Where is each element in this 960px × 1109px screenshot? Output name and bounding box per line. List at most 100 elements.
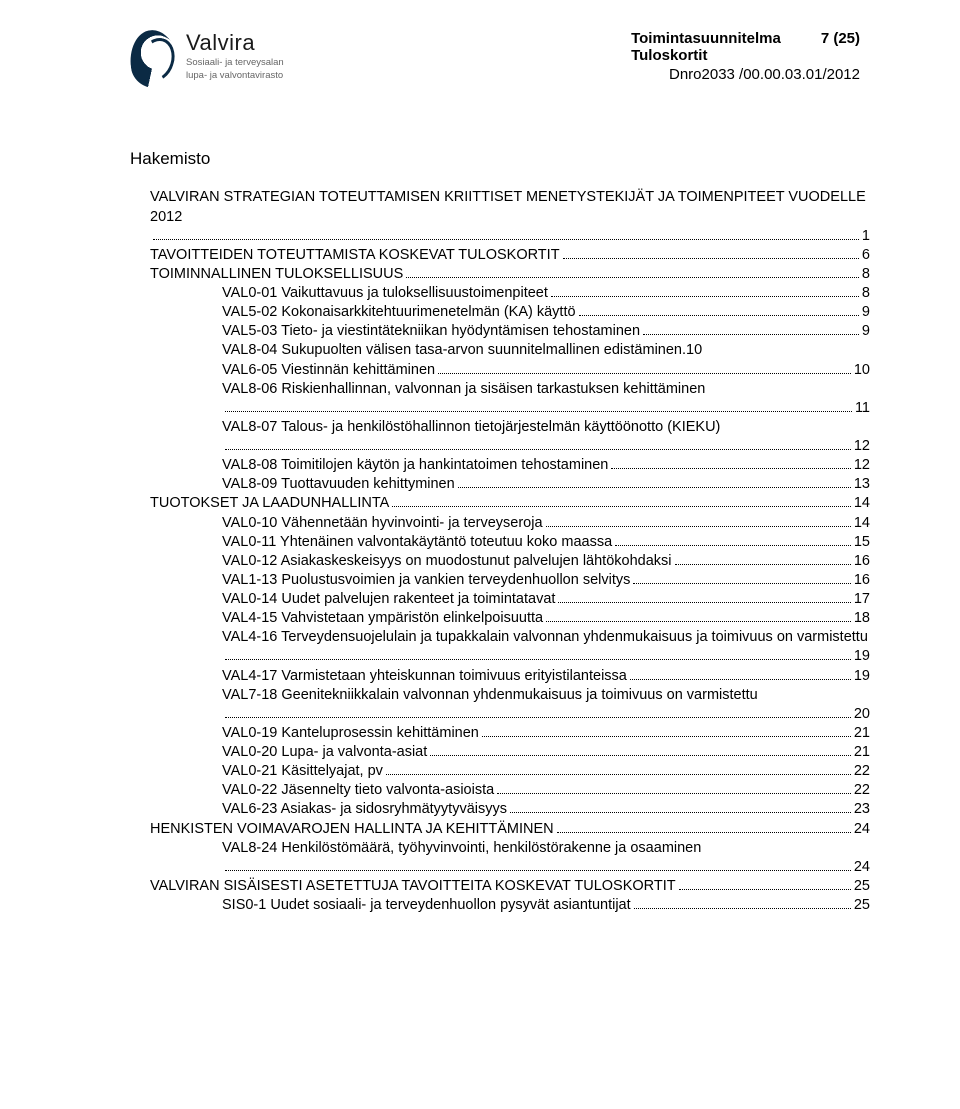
toc-entry-text: HENKISTEN VOIMAVAROJEN HALLINTA JA KEHIT… <box>150 820 554 839</box>
toc-entry: VAL6-23 Asiakas- ja sidosryhmätyytyväisy… <box>222 800 870 819</box>
toc-leader-dots <box>558 602 850 603</box>
valvira-logo-icon <box>126 27 182 91</box>
toc-page-number: 25 <box>854 896 870 915</box>
toc-entry: VAL1-13 Puolustusvoimien ja vankien terv… <box>222 571 870 590</box>
toc-page-number: 25 <box>854 877 870 896</box>
toc-leader-dots <box>225 717 851 718</box>
toc-entry-tail: 1 <box>150 227 870 246</box>
toc-page-number: 18 <box>854 609 870 628</box>
toc-heading: Hakemisto <box>130 148 870 170</box>
toc-entry-text: VAL4-16 Terveydensuojelulain ja tupakkal… <box>222 628 870 647</box>
toc-entry-text: VAL5-03 Tieto- ja viestintätekniikan hyö… <box>222 322 640 341</box>
toc-leader-dots <box>392 506 851 507</box>
toc-leader-dots <box>430 755 851 756</box>
toc-leader-dots <box>497 793 851 794</box>
toc-page-number: 24 <box>854 858 870 877</box>
toc-entry: VAL0-10 Vähennetään hyvinvointi- ja terv… <box>222 514 870 533</box>
toc-entry: VAL4-17 Varmistetaan yhteiskunnan toimiv… <box>222 667 870 686</box>
toc-page-number: 11 <box>855 399 870 418</box>
toc-page-number: 8 <box>862 284 870 303</box>
toc-leader-dots <box>633 583 850 584</box>
toc-entry: VAL8-08 Toimitilojen käytön ja hankintat… <box>222 456 870 475</box>
toc-entry-text: VAL6-23 Asiakas- ja sidosryhmätyytyväisy… <box>222 800 507 819</box>
toc-leader-dots <box>153 239 859 240</box>
toc-leader-dots <box>510 812 851 813</box>
doc-title-1: Toimintasuunnitelma <box>631 30 781 47</box>
toc-page-number: 12 <box>854 456 870 475</box>
toc-leader-dots <box>579 315 859 316</box>
toc-entry-text: VAL0-21 Käsittelyajat, pv <box>222 762 383 781</box>
toc-leader-dots <box>630 679 851 680</box>
toc-leader-dots <box>557 832 851 833</box>
toc-leader-dots <box>225 870 851 871</box>
toc-entry-tail: 24 <box>222 858 870 877</box>
toc-page-number: 9 <box>862 322 870 341</box>
toc-leader-dots <box>615 545 851 546</box>
toc-entry-tail: 12 <box>222 437 870 456</box>
doc-dnro: Dnro2033 /00.00.03.01/2012 <box>631 66 860 83</box>
toc-entry: VAL0-01 Vaikuttavuus ja tuloksellisuusto… <box>222 284 870 303</box>
toc-entry: VAL0-20 Lupa- ja valvonta-asiat21 <box>222 743 870 762</box>
toc-leader-dots <box>546 621 851 622</box>
toc-leader-dots <box>546 526 851 527</box>
toc-entry: TOIMINNALLINEN TULOKSELLISUUS8 <box>150 265 870 284</box>
toc-page-number: 8 <box>862 265 870 284</box>
page-indicator: 7 (25) <box>821 30 860 47</box>
toc-page-number: 19 <box>854 647 870 666</box>
toc-page-number: 19 <box>854 667 870 686</box>
toc-leader-dots <box>643 334 859 335</box>
toc-entry: VAL0-19 Kanteluprosessin kehittäminen21 <box>222 724 870 743</box>
toc-entry-text: VAL1-13 Puolustusvoimien ja vankien terv… <box>222 571 630 590</box>
toc-entry-text: VAL8-07 Talous- ja henkilöstöhallinnon t… <box>222 418 870 437</box>
toc-entry-text: VAL6-05 Viestinnän kehittäminen <box>222 361 435 380</box>
toc-entry-text: VAL0-12 Asiakaskeskeisyys on muodostunut… <box>222 552 672 571</box>
toc-entry-text: VAL8-06 Riskienhallinnan, valvonnan ja s… <box>222 380 870 399</box>
toc-entry: VAL8-04 Sukupuolten välisen tasa-arvon s… <box>222 341 870 360</box>
logo-subtitle-1: Sosiaali- ja terveysalan <box>186 58 284 69</box>
doc-title-2: Tuloskortit <box>631 47 860 64</box>
logo-subtitle-2: lupa- ja valvontavirasto <box>186 71 284 82</box>
toc-entry-text: VAL7-18 Geenitekniikkalain valvonnan yhd… <box>222 686 870 705</box>
toc-page-number: 10 <box>686 341 702 360</box>
toc-entry: VAL5-02 Kokonaisarkkitehtuurimenetelmän … <box>222 303 870 322</box>
toc-entry: SIS0-1 Uudet sosiaali- ja terveydenhuoll… <box>222 896 870 915</box>
toc-leader-dots <box>458 487 851 488</box>
toc-entry-text: VALVIRAN STRATEGIAN TOTEUTTAMISEN KRIITT… <box>150 188 870 226</box>
title-row-1: Toimintasuunnitelma 7 (25) <box>631 30 860 47</box>
toc-entry-tail: 11 <box>222 399 870 418</box>
page-header: Valvira Sosiaali- ja terveysalan lupa- j… <box>130 30 870 88</box>
logo-block: Valvira Sosiaali- ja terveysalan lupa- j… <box>130 30 284 88</box>
toc-entry-text: VAL4-17 Varmistetaan yhteiskunnan toimiv… <box>222 667 627 686</box>
toc-leader-dots <box>482 736 851 737</box>
page: Valvira Sosiaali- ja terveysalan lupa- j… <box>0 0 960 1109</box>
toc-entry: VALVIRAN SISÄISESTI ASETETTUJA TAVOITTEI… <box>150 877 870 896</box>
toc-entry-text: VAL0-20 Lupa- ja valvonta-asiat <box>222 743 427 762</box>
toc-leader-dots <box>551 296 859 297</box>
toc-leader-dots <box>406 277 859 278</box>
toc-entry: VAL0-22 Jäsennelty tieto valvonta-asiois… <box>222 781 870 800</box>
toc: VALVIRAN STRATEGIAN TOTEUTTAMISEN KRIITT… <box>130 188 870 915</box>
toc-page-number: 23 <box>854 800 870 819</box>
title-block: Toimintasuunnitelma 7 (25) Tuloskortit D… <box>631 30 860 83</box>
content: Hakemisto VALVIRAN STRATEGIAN TOTEUTTAMI… <box>130 148 870 915</box>
toc-leader-dots <box>386 774 851 775</box>
logo-name: Valvira <box>186 30 284 56</box>
toc-leader-dots <box>634 908 851 909</box>
toc-page-number: 9 <box>862 303 870 322</box>
toc-page-number: 16 <box>854 552 870 571</box>
toc-entry-text: TUOTOKSET JA LAADUNHALLINTA <box>150 494 389 513</box>
toc-entry: VAL8-09 Tuottavuuden kehittyminen13 <box>222 475 870 494</box>
toc-page-number: 22 <box>854 762 870 781</box>
toc-entry-text: VAL0-19 Kanteluprosessin kehittäminen <box>222 724 479 743</box>
toc-entry-tail: 19 <box>222 647 870 666</box>
toc-page-number: 14 <box>854 514 870 533</box>
toc-entry-text: VAL4-15 Vahvistetaan ympäristön elinkelp… <box>222 609 543 628</box>
toc-page-number: 13 <box>854 475 870 494</box>
toc-entry-text: TAVOITTEIDEN TOTEUTTAMISTA KOSKEVAT TULO… <box>150 246 560 265</box>
toc-entry-tail: 20 <box>222 705 870 724</box>
toc-entry: HENKISTEN VOIMAVAROJEN HALLINTA JA KEHIT… <box>150 820 870 839</box>
toc-leader-dots <box>225 659 851 660</box>
toc-entry: VAL0-21 Käsittelyajat, pv 22 <box>222 762 870 781</box>
toc-page-number: 14 <box>854 494 870 513</box>
toc-entry: VAL4-15 Vahvistetaan ympäristön elinkelp… <box>222 609 870 628</box>
